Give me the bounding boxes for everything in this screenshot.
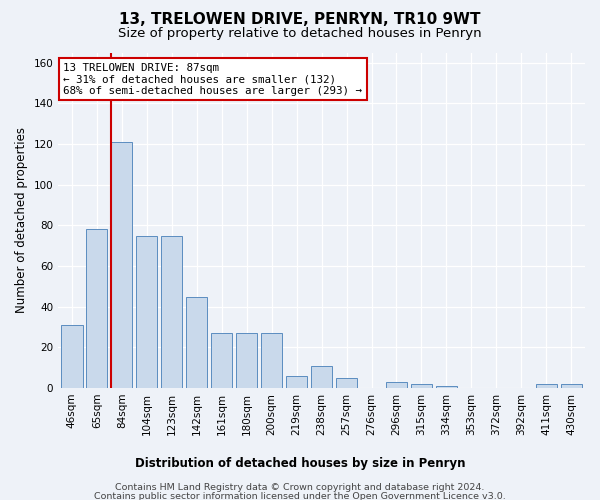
Bar <box>286 376 307 388</box>
Text: Distribution of detached houses by size in Penryn: Distribution of detached houses by size … <box>135 458 465 470</box>
Bar <box>111 142 133 388</box>
Bar <box>411 384 432 388</box>
Text: Contains HM Land Registry data © Crown copyright and database right 2024.: Contains HM Land Registry data © Crown c… <box>115 484 485 492</box>
Bar <box>236 333 257 388</box>
Bar <box>386 382 407 388</box>
Bar <box>86 230 107 388</box>
Y-axis label: Number of detached properties: Number of detached properties <box>15 128 28 314</box>
Bar <box>560 384 582 388</box>
Text: Contains public sector information licensed under the Open Government Licence v3: Contains public sector information licen… <box>94 492 506 500</box>
Bar <box>536 384 557 388</box>
Bar <box>211 333 232 388</box>
Bar <box>161 236 182 388</box>
Bar <box>136 236 157 388</box>
Text: Size of property relative to detached houses in Penryn: Size of property relative to detached ho… <box>118 28 482 40</box>
Bar <box>61 325 83 388</box>
Bar <box>436 386 457 388</box>
Text: 13 TRELOWEN DRIVE: 87sqm
← 31% of detached houses are smaller (132)
68% of semi-: 13 TRELOWEN DRIVE: 87sqm ← 31% of detach… <box>64 62 362 96</box>
Bar <box>336 378 357 388</box>
Text: 13, TRELOWEN DRIVE, PENRYN, TR10 9WT: 13, TRELOWEN DRIVE, PENRYN, TR10 9WT <box>119 12 481 28</box>
Bar <box>261 333 282 388</box>
Bar <box>311 366 332 388</box>
Bar <box>186 296 208 388</box>
